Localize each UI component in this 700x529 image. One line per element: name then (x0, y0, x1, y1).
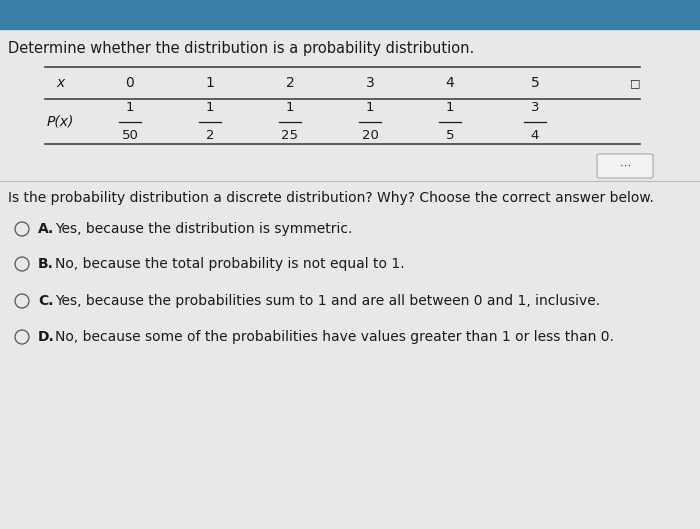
Text: ⋯: ⋯ (620, 161, 631, 171)
Text: 25: 25 (281, 129, 298, 142)
Text: 1: 1 (126, 101, 134, 114)
Text: 1: 1 (206, 76, 214, 90)
FancyBboxPatch shape (597, 154, 653, 178)
Text: 4: 4 (446, 76, 454, 90)
Text: P(x): P(x) (46, 114, 74, 129)
Text: 5: 5 (446, 129, 454, 142)
Text: Determine whether the distribution is a probability distribution.: Determine whether the distribution is a … (8, 41, 475, 56)
Text: 2: 2 (286, 76, 295, 90)
Text: x: x (56, 76, 64, 90)
Text: No, because some of the probabilities have values greater than 1 or less than 0.: No, because some of the probabilities ha… (55, 330, 614, 344)
Text: 1: 1 (365, 101, 375, 114)
Text: 2: 2 (206, 129, 214, 142)
Text: □: □ (630, 78, 640, 88)
Text: 50: 50 (122, 129, 139, 142)
Bar (0, 0, 700, 29)
Text: Is the probability distribution a discrete distribution? Why? Choose the correct: Is the probability distribution a discre… (8, 191, 654, 205)
Text: 1: 1 (206, 101, 214, 114)
Text: D.: D. (38, 330, 55, 344)
Text: 3: 3 (531, 101, 539, 114)
Text: B.: B. (38, 257, 54, 271)
Text: 5: 5 (531, 76, 540, 90)
Text: 1: 1 (446, 101, 454, 114)
Text: Yes, because the probabilities sum to 1 and are all between 0 and 1, inclusive.: Yes, because the probabilities sum to 1 … (55, 294, 600, 308)
Text: 20: 20 (362, 129, 379, 142)
Text: C.: C. (38, 294, 53, 308)
Text: 3: 3 (365, 76, 375, 90)
Text: 4: 4 (531, 129, 539, 142)
Text: No, because the total probability is not equal to 1.: No, because the total probability is not… (55, 257, 405, 271)
Text: 1: 1 (286, 101, 294, 114)
Text: A.: A. (38, 222, 55, 236)
Text: Yes, because the distribution is symmetric.: Yes, because the distribution is symmetr… (55, 222, 352, 236)
Text: 0: 0 (125, 76, 134, 90)
